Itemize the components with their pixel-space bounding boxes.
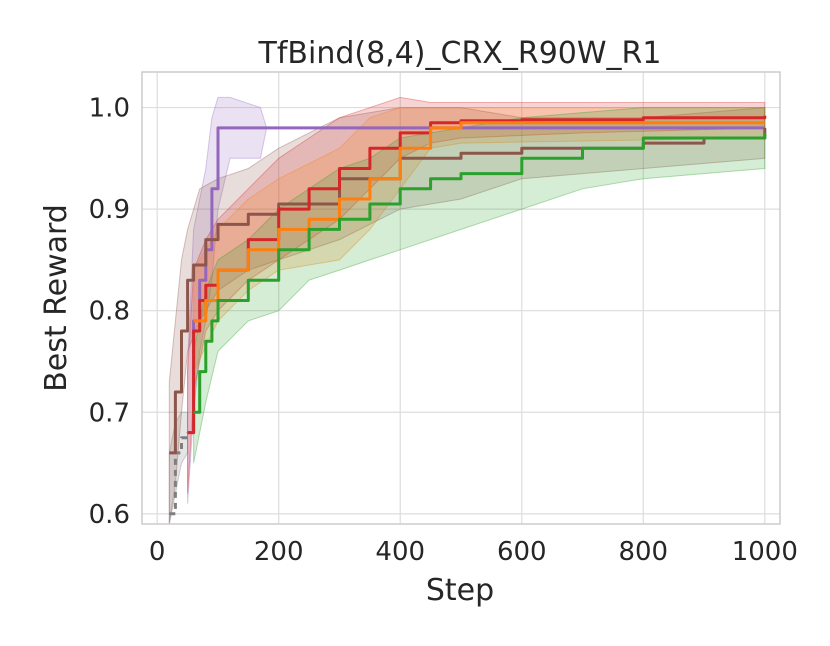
series-band-5: [193, 107, 766, 464]
series-line-5: [193, 132, 767, 414]
x-tick-label: 800: [618, 537, 668, 567]
x-tick-label: 1000: [732, 537, 798, 567]
x-axis-label: Step: [426, 573, 494, 608]
y-tick-label: 0.9: [89, 195, 130, 225]
series-lines: [169, 115, 767, 516]
y-tick-label: 0.8: [89, 297, 130, 327]
chart-title: TfBind(8,4)_CRX_R90W_R1: [258, 36, 662, 71]
y-tick-label: 0.6: [89, 500, 130, 530]
x-tick-label: 200: [254, 537, 304, 567]
y-tick-labels: 0.6 0.7 0.8 0.9 1.0: [89, 94, 130, 530]
y-axis-label: Best Reward: [39, 204, 74, 392]
x-tick-labels: 0 200 400 600 800 1000: [149, 537, 798, 567]
plot-frame: [141, 71, 781, 525]
x-tick-label: 600: [497, 537, 547, 567]
confidence-bands: [168, 96, 766, 524]
y-tick-label: 1.0: [89, 94, 130, 124]
y-tick-label: 0.7: [89, 398, 130, 428]
x-tick-label: 0: [149, 537, 166, 567]
x-tick-label: 400: [375, 537, 425, 567]
